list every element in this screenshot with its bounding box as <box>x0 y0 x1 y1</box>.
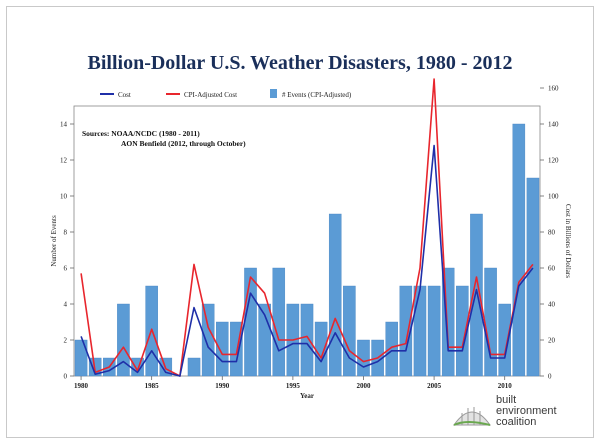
cost-line <box>80 144 534 377</box>
event-bar <box>484 267 497 377</box>
right-tick-label: 80 <box>548 229 556 237</box>
right-tick-label: 20 <box>548 337 556 345</box>
event-bar <box>512 123 526 377</box>
left-tick-label: 10 <box>60 193 68 201</box>
event-bar <box>244 267 257 377</box>
event-bar <box>117 303 130 377</box>
right-tick-label: 160 <box>548 85 559 93</box>
left-tick-label: 14 <box>60 121 68 129</box>
event-bar <box>300 303 314 377</box>
right-tick-label: 140 <box>548 121 559 129</box>
left-tick-label: 4 <box>64 301 68 309</box>
event-bar <box>427 285 441 377</box>
event-bar <box>216 321 229 377</box>
x-tick-label: 1995 <box>286 382 301 390</box>
event-bar <box>526 177 540 377</box>
x-tick-label: 1990 <box>215 382 230 390</box>
y-axis-right-title: Cost in Billions of Dollars <box>564 204 572 278</box>
legend-label: CPI-Adjusted Cost <box>184 91 237 99</box>
chart-title: Billion-Dollar U.S. Weather Disasters, 1… <box>87 52 513 74</box>
logo-mark-icon <box>453 407 491 426</box>
event-bar <box>399 285 413 377</box>
right-tick-label: 100 <box>548 193 559 201</box>
x-tick-label: 1980 <box>74 382 89 390</box>
right-tick-label: 0 <box>548 373 552 381</box>
event-bar <box>328 213 342 377</box>
logo-line: coalition <box>496 416 537 428</box>
logo-text: built environment coalition <box>496 395 557 428</box>
event-bar <box>314 321 328 377</box>
x-tick-label: 1985 <box>145 382 160 390</box>
event-bar <box>272 267 286 377</box>
x-tick-label: 2000 <box>356 382 371 390</box>
x-axis-title: Year <box>300 392 314 400</box>
event-bar <box>357 339 370 377</box>
lines-layer <box>80 78 534 377</box>
logo-line: environment <box>496 405 557 417</box>
event-bar <box>201 303 215 377</box>
event-bar <box>470 213 483 377</box>
right-tick-label: 40 <box>548 301 556 309</box>
legend-label: # Events (CPI-Adjusted) <box>282 91 352 99</box>
right-tick-label: 60 <box>548 265 556 273</box>
x-tick-label: 2005 <box>427 382 442 390</box>
x-tick-label: 2010 <box>498 382 513 390</box>
right-tick-label: 120 <box>548 157 559 165</box>
sources-annotation: AON Benfield (2012, through October) <box>121 139 246 148</box>
left-tick-label: 6 <box>64 265 68 273</box>
logo: built environment coalition <box>452 395 592 435</box>
left-tick-label: 8 <box>64 229 68 237</box>
event-bar <box>343 285 356 377</box>
sources-annotation: Sources: NOAA/NCDC (1980 - 2011) <box>82 129 200 138</box>
left-tick-label: 12 <box>60 157 68 165</box>
y-axis-left-title: Number of Events <box>50 215 58 267</box>
cpi-adjusted-cost-line <box>80 78 534 377</box>
event-bar <box>187 357 201 377</box>
left-tick-label: 0 <box>64 373 68 381</box>
left-tick-label: 2 <box>64 337 68 345</box>
legend-label: Cost <box>118 91 131 99</box>
logo-line: built <box>496 394 517 406</box>
event-bar <box>413 285 427 377</box>
legend-swatch-events <box>270 89 277 98</box>
event-bar <box>385 321 398 377</box>
event-bar <box>74 339 88 377</box>
event-bar <box>456 285 469 377</box>
